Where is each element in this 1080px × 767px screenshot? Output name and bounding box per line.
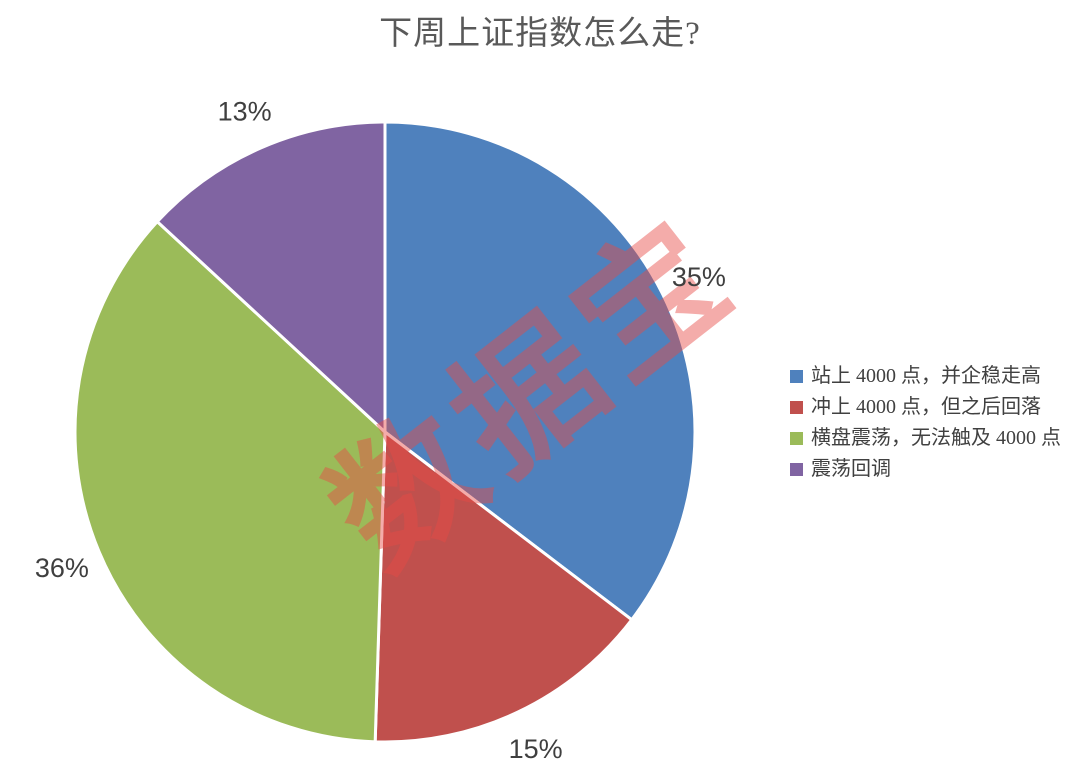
legend-item-label: 震荡回调 — [811, 458, 891, 480]
legend-swatch-icon — [790, 401, 803, 414]
pie-slice-3 — [155, 120, 387, 434]
pie-slice-0 — [383, 120, 697, 622]
legend-item-label: 站上 4000 点，并企稳走高 — [811, 365, 1041, 387]
legend-swatch-icon — [790, 463, 803, 476]
legend-swatch-icon — [790, 432, 803, 445]
legend-item-2: 横盘震荡，无法触及 4000 点 — [790, 423, 1061, 454]
legend-item-1: 冲上 4000 点，但之后回落 — [790, 392, 1061, 423]
slice-label-2: 36% — [35, 553, 89, 583]
legend-item-label: 横盘震荡，无法触及 4000 点 — [811, 427, 1061, 449]
legend-swatch-icon — [790, 370, 803, 383]
slice-label-0: 35% — [672, 262, 726, 292]
pie-slice-1 — [373, 430, 634, 744]
slice-label-1: 15% — [509, 734, 563, 764]
legend-item-3: 震荡回调 — [790, 454, 1061, 485]
legend-item-0: 站上 4000 点，并企稳走高 — [790, 361, 1061, 392]
slice-label-3: 13% — [218, 97, 272, 127]
pie-slice-2 — [73, 220, 387, 744]
legend: 站上 4000 点，并企稳走高 冲上 4000 点，但之后回落 横盘震荡，无法触… — [790, 361, 1061, 485]
chart-title: 下周上证指数怎么走? — [379, 16, 701, 52]
legend-item-label: 冲上 4000 点，但之后回落 — [811, 396, 1041, 418]
